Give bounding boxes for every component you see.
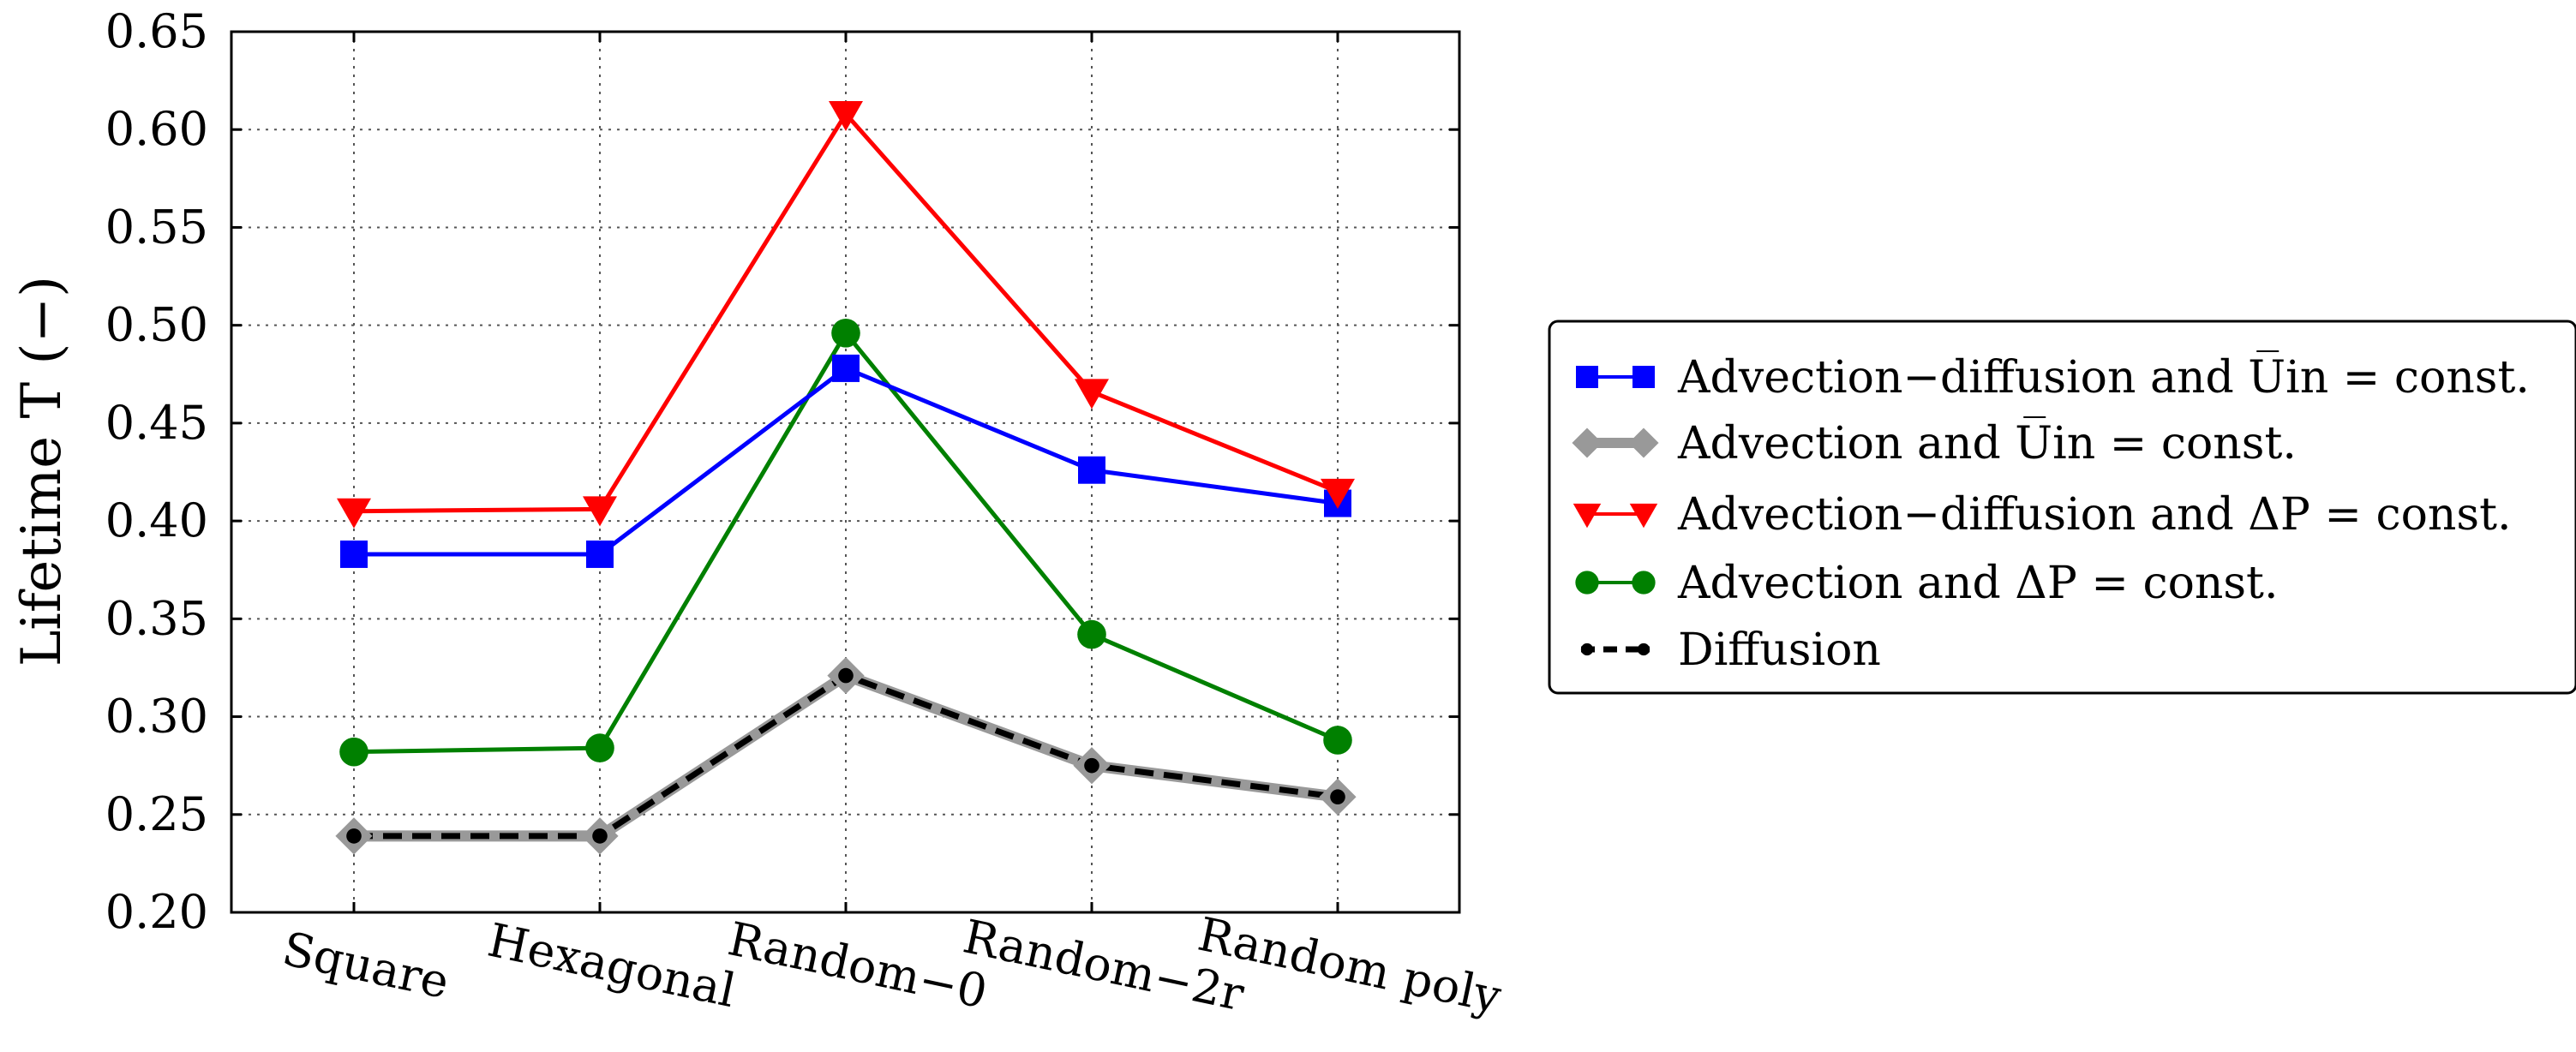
legend-marker xyxy=(1628,427,1659,458)
x-tick-label: Hexagonal xyxy=(483,913,740,1019)
data-point xyxy=(585,733,614,762)
plot-frame xyxy=(230,30,1461,914)
data-point xyxy=(592,828,608,844)
data-point xyxy=(1323,726,1352,755)
legend-label: Advection and U̅in = const. xyxy=(1677,415,2297,469)
data-point xyxy=(339,737,368,767)
y-tick-label: 0.25 xyxy=(105,787,208,841)
data-point xyxy=(829,100,863,131)
data-point xyxy=(838,667,854,684)
legend-marker xyxy=(1632,571,1656,595)
legend-box xyxy=(1548,320,2576,695)
legend-marker xyxy=(1637,643,1650,656)
y-tick-label: 0.50 xyxy=(105,298,208,352)
data-point xyxy=(831,319,860,348)
data-point xyxy=(337,498,371,529)
y-tick-label: 0.40 xyxy=(105,493,208,547)
data-point xyxy=(340,540,368,568)
y-axis-label: Lifetime T (−) xyxy=(10,276,74,666)
legend-label: Advection and ΔP = const. xyxy=(1677,558,2278,609)
legend-marker xyxy=(1575,571,1599,595)
legend-label: Advection−diffusion and ΔP = const. xyxy=(1677,489,2512,541)
grid xyxy=(231,30,1459,914)
legend-label: Advection−diffusion and U̅in = const. xyxy=(1677,350,2530,403)
data-point xyxy=(1075,379,1109,409)
legend-label: Diffusion xyxy=(1678,625,1881,676)
series-markers xyxy=(335,100,1357,855)
x-tick-label: Random−0 xyxy=(723,912,991,1019)
data-point xyxy=(832,354,860,382)
y-tick-label: 0.20 xyxy=(105,885,208,939)
y-tick-labels: 0.20 0.25 0.30 0.35 0.40 0.45 0.50 0.55 0.60 0.65 xyxy=(105,4,208,939)
legend-marker xyxy=(1580,643,1594,656)
legend-marker xyxy=(1572,427,1603,458)
data-point xyxy=(1078,456,1105,484)
legend: Advection−diffusion and U̅in = const. Adv… xyxy=(1548,320,2576,695)
data-point xyxy=(586,540,614,568)
y-tick-label: 0.55 xyxy=(105,200,208,254)
legend-marker xyxy=(1629,503,1658,529)
x-tick-label: Square xyxy=(278,922,453,1009)
data-point xyxy=(583,496,617,527)
y-tick-label: 0.35 xyxy=(105,591,208,645)
data-point xyxy=(1077,619,1106,649)
y-tick-label: 0.45 xyxy=(105,396,208,450)
data-point xyxy=(1330,789,1345,805)
data-point xyxy=(1321,478,1355,509)
data-point xyxy=(1084,757,1099,774)
y-tick-label: 0.30 xyxy=(105,690,208,744)
data-point xyxy=(346,828,362,844)
legend-marker xyxy=(1632,366,1655,388)
y-tick-label: 0.65 xyxy=(105,4,208,58)
legend-marker xyxy=(1573,503,1602,529)
legend-marker xyxy=(1576,366,1598,388)
y-tick-label: 0.60 xyxy=(105,102,208,156)
